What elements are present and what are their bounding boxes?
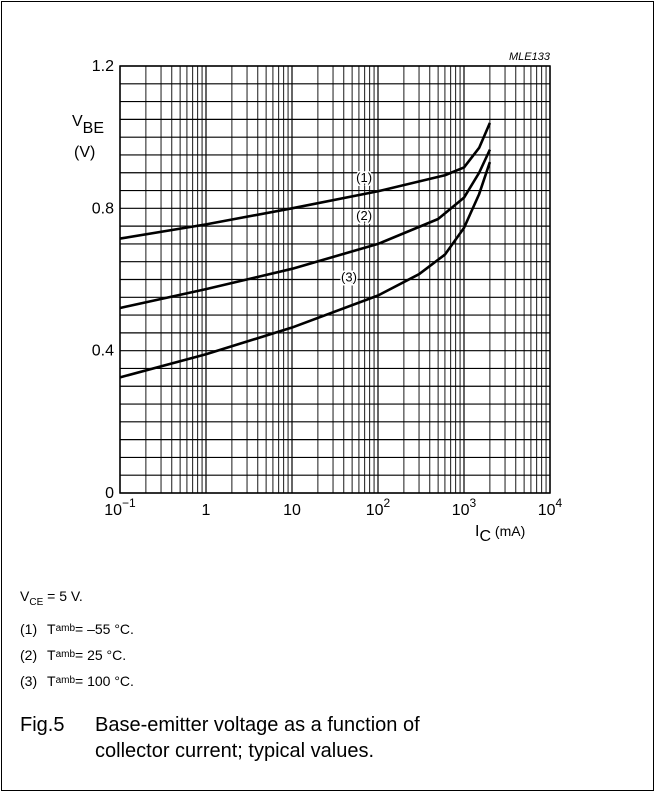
figure-caption: Fig.5 Base-emitter voltage as a function… bbox=[20, 712, 475, 764]
x-tick-label: 10 bbox=[283, 502, 301, 519]
chart-curves bbox=[119, 122, 492, 379]
y-axis-title: VBE bbox=[72, 113, 104, 137]
x-tick-label: 103 bbox=[452, 496, 477, 519]
x-tick-label: 104 bbox=[538, 496, 563, 519]
x-tick-label: 102 bbox=[366, 496, 391, 519]
series-line-1 bbox=[119, 122, 492, 240]
y-tick-label: 0 bbox=[105, 485, 114, 502]
chart: (1) (2) (3) 0 0.4 0.8 1.2 10−1 1 10 102 103 104 VBE (V… bbox=[72, 51, 563, 545]
caption-text: Base-emitter voltage as a function of co… bbox=[95, 714, 420, 762]
x-tick-label: 1 bbox=[202, 502, 211, 519]
figure-code: MLE133 bbox=[509, 51, 551, 63]
series-label-1: (1) bbox=[356, 170, 372, 185]
series-line-2 bbox=[119, 149, 492, 310]
note-vce: VCE = 5 V. bbox=[20, 588, 83, 608]
x-axis-title: IC (mA) bbox=[475, 523, 525, 545]
series-label-2: (2) bbox=[356, 208, 372, 223]
chart-grid bbox=[119, 65, 551, 494]
chart-labels: (1) (2) (3) 0 0.4 0.8 1.2 10−1 1 10 102 103 104 VBE (V… bbox=[72, 51, 563, 545]
y-tick-label: 0.4 bbox=[92, 343, 114, 360]
y-tick-label: 1.2 bbox=[92, 58, 114, 75]
x-tick-label: 10−1 bbox=[104, 496, 136, 519]
plot-frame bbox=[119, 65, 551, 494]
y-tick-label: 0.8 bbox=[92, 200, 114, 217]
y-axis-unit: (V) bbox=[74, 144, 95, 161]
series-label-3: (3) bbox=[341, 270, 357, 285]
caption-number: Fig.5 bbox=[20, 714, 65, 736]
series-line-3 bbox=[119, 161, 492, 379]
